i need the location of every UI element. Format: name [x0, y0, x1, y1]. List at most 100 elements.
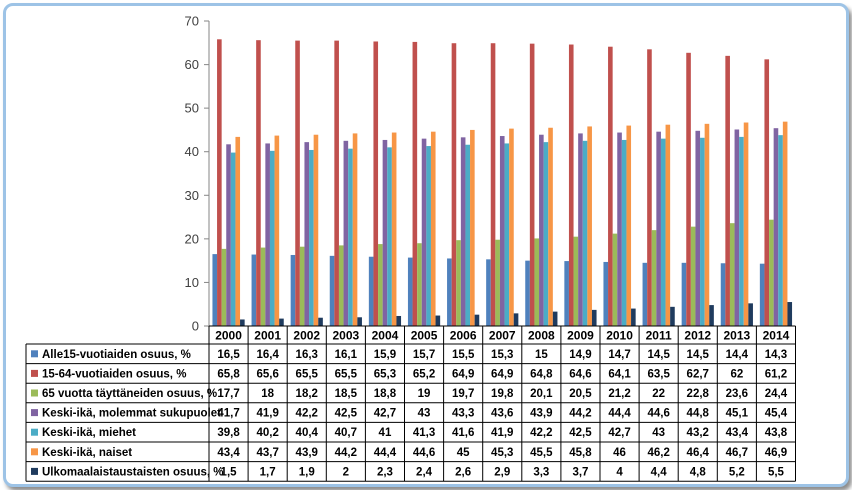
bar	[626, 125, 632, 326]
x-tick-label: 2012	[684, 329, 711, 343]
x-tick-label: 2010	[606, 329, 633, 343]
y-tick-label: 20	[185, 231, 199, 246]
bar	[513, 313, 519, 326]
bar	[773, 128, 779, 326]
bar	[387, 147, 392, 326]
data-label: 45,3	[491, 447, 513, 459]
x-tick-label: 2008	[528, 329, 555, 343]
x-tick-label: 2009	[567, 329, 594, 343]
bar	[704, 123, 710, 326]
bar	[769, 219, 774, 326]
data-label: 43,4	[726, 427, 749, 439]
bar	[591, 309, 597, 326]
data-label: 46,9	[765, 447, 787, 459]
bar	[504, 143, 510, 326]
bar	[686, 52, 691, 327]
bar	[334, 40, 339, 326]
data-label: 18,8	[374, 388, 397, 400]
bar	[525, 260, 530, 326]
data-label: 4	[616, 466, 623, 478]
y-tick-label: 50	[185, 101, 199, 116]
data-label: 42,5	[569, 427, 592, 439]
x-tick-label: 2003	[332, 329, 359, 343]
data-label: 22	[652, 388, 665, 400]
data-label: 15	[535, 349, 548, 361]
bar	[274, 135, 280, 326]
data-label: 64,9	[491, 368, 513, 380]
data-label: 65,5	[335, 368, 358, 380]
data-label: 64,8	[530, 368, 553, 380]
bar	[778, 135, 783, 326]
bar	[230, 152, 236, 326]
data-label: 42,2	[296, 408, 318, 420]
data-label: 43,9	[530, 408, 552, 420]
data-label: 62,7	[687, 368, 709, 380]
y-tick-label: 60	[185, 57, 199, 72]
bar	[729, 223, 735, 326]
bar	[338, 245, 344, 326]
data-label: 41,7	[217, 408, 239, 420]
bar	[407, 257, 413, 326]
data-label: 64,9	[452, 368, 474, 380]
data-label: 42,7	[608, 427, 630, 439]
bar	[329, 255, 335, 326]
x-tick-label: 2013	[723, 329, 750, 343]
x-tick-label: 2011	[646, 329, 672, 343]
bar	[573, 236, 579, 326]
x-tick-label: 2014	[763, 329, 790, 343]
bar	[474, 314, 480, 326]
data-label: 41,9	[256, 408, 278, 420]
data-label: 23,6	[726, 388, 748, 400]
bar	[260, 247, 266, 326]
bar	[608, 46, 613, 326]
data-label: 18	[261, 388, 274, 400]
bar	[348, 148, 353, 326]
bar	[743, 122, 749, 327]
data-label: 5,2	[729, 466, 745, 478]
bar	[430, 131, 436, 326]
data-label: 20,5	[569, 388, 592, 400]
data-label: 15,5	[452, 349, 475, 361]
bar	[495, 239, 500, 326]
data-label: 18,5	[335, 388, 358, 400]
data-label: 20,1	[530, 388, 553, 400]
bar	[412, 41, 418, 327]
data-label: 43,4	[217, 447, 240, 459]
data-label: 39,8	[217, 427, 240, 439]
bar	[357, 317, 362, 326]
data-label: 19,8	[491, 388, 514, 400]
bar	[725, 55, 730, 326]
legend-key	[31, 409, 38, 417]
y-axis: 0 10 20 30 40 50 60 70	[185, 14, 210, 334]
bar	[309, 149, 314, 326]
data-label: 46,7	[726, 447, 748, 459]
bar	[695, 130, 701, 326]
data-label: 43	[652, 427, 665, 439]
bar	[759, 263, 765, 326]
legend-label: 65 vuotta täyttäneiden osuus, %	[42, 388, 217, 400]
data-label: 45,8	[569, 447, 592, 459]
x-tick-label: 2001	[254, 329, 281, 343]
data-label: 42,5	[335, 408, 358, 420]
data-label: 2,9	[494, 466, 510, 478]
bar	[612, 233, 618, 326]
data-label: 21,2	[608, 388, 630, 400]
bar	[499, 136, 505, 326]
bar	[382, 139, 388, 326]
data-label: 41	[379, 427, 392, 439]
x-tick-label: 2005	[411, 329, 438, 343]
data-label: 43,9	[296, 447, 318, 459]
data-label: 1,9	[299, 466, 315, 478]
data-label: 45,4	[765, 408, 788, 420]
bar	[587, 126, 592, 326]
legend-label: Ulkomaalaistaustaisten osuus, %	[42, 466, 224, 478]
data-label: 45,1	[726, 408, 749, 420]
data-label: 65,5	[296, 368, 319, 380]
bar	[435, 315, 441, 326]
bar	[465, 144, 471, 326]
bar	[486, 259, 491, 326]
bar	[304, 142, 310, 326]
bar	[670, 306, 675, 326]
bar	[631, 308, 636, 326]
data-label: 44,4	[374, 447, 397, 459]
